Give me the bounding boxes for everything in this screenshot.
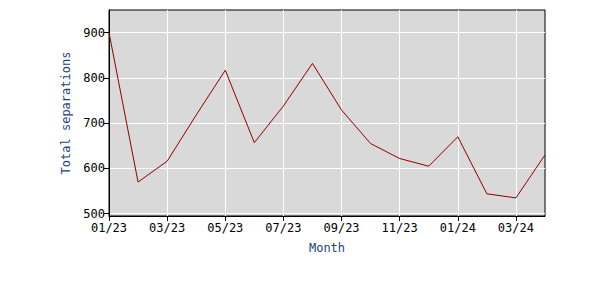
svg-text:03/24: 03/24 (498, 221, 534, 235)
svg-text:09/23: 09/23 (323, 221, 359, 235)
svg-text:700: 700 (83, 116, 105, 130)
svg-text:Total separations: Total separations (59, 52, 73, 175)
svg-text:11/23: 11/23 (382, 221, 418, 235)
svg-text:800: 800 (83, 71, 105, 85)
svg-text:Month: Month (309, 241, 345, 255)
svg-text:05/23: 05/23 (207, 221, 243, 235)
svg-text:03/23: 03/23 (149, 221, 185, 235)
svg-text:01/24: 01/24 (440, 221, 476, 235)
svg-text:900: 900 (83, 26, 105, 40)
svg-text:500: 500 (83, 207, 105, 221)
svg-text:07/23: 07/23 (265, 221, 301, 235)
svg-text:01/23: 01/23 (91, 221, 127, 235)
svg-text:600: 600 (83, 161, 105, 175)
